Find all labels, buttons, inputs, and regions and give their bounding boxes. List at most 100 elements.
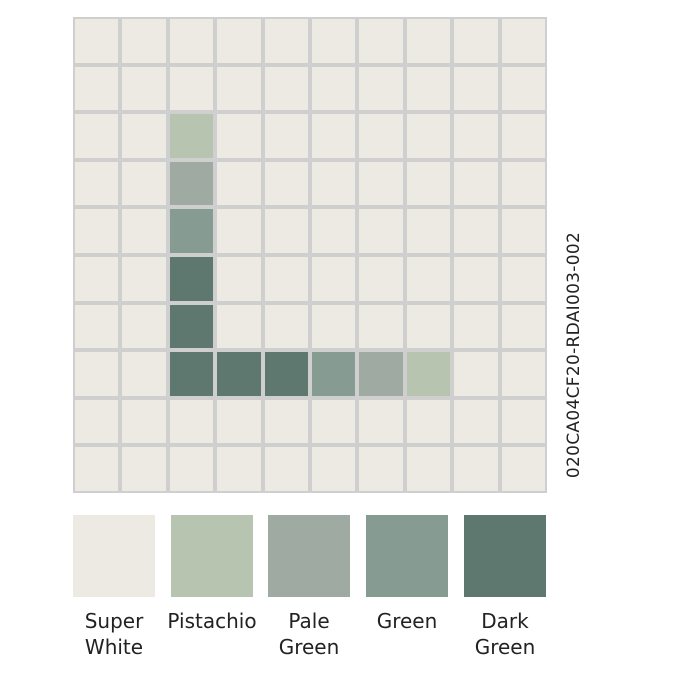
tile-dark-green xyxy=(264,352,308,396)
tile-super-white xyxy=(454,256,498,301)
tile-super-white xyxy=(501,114,545,158)
label-dark-green: Dark Green xyxy=(450,608,560,660)
swatch-super-white xyxy=(73,515,155,597)
tile-super-white xyxy=(359,399,403,444)
label-line: Pale xyxy=(288,609,330,633)
tile-super-white xyxy=(122,256,166,301)
tile-super-white xyxy=(122,66,166,111)
tile-super-white xyxy=(75,352,119,396)
swatch-dark-green xyxy=(464,515,546,597)
tile-super-white xyxy=(122,209,166,253)
swatch-green xyxy=(366,515,448,597)
tile-super-white xyxy=(264,19,308,63)
tile-super-white xyxy=(501,399,545,444)
tile-super-white xyxy=(122,399,166,444)
tile-super-white xyxy=(454,352,498,396)
tile-super-white xyxy=(406,256,451,301)
tile-super-white xyxy=(75,399,119,444)
tile-super-white xyxy=(264,161,308,206)
tile-super-white xyxy=(406,209,451,253)
tile-super-white xyxy=(406,19,451,63)
tile-pistachio xyxy=(406,352,451,396)
tile-super-white xyxy=(454,447,498,491)
tile-super-white xyxy=(169,447,214,491)
tile-super-white xyxy=(169,66,214,111)
label-line: Pistachio xyxy=(167,609,257,633)
tile-super-white xyxy=(501,352,545,396)
tile-super-white xyxy=(217,399,261,444)
label-line: Green xyxy=(376,609,438,633)
tile-super-white xyxy=(75,19,119,63)
tile-super-white xyxy=(217,209,261,253)
tile-pale-green xyxy=(359,352,403,396)
tile-super-white xyxy=(75,447,119,491)
tile-super-white xyxy=(312,304,356,349)
tile-super-white xyxy=(312,209,356,253)
tile-super-white xyxy=(312,399,356,444)
label-pale-green: Pale Green xyxy=(254,608,364,660)
tile-super-white xyxy=(122,19,166,63)
tile-super-white xyxy=(75,304,119,349)
tile-super-white xyxy=(359,161,403,206)
tile-super-white xyxy=(359,19,403,63)
tile-super-white xyxy=(217,447,261,491)
product-code: 020CA04CF20-RDAI003-002 xyxy=(564,231,584,479)
tile-super-white xyxy=(217,66,261,111)
tile-super-white xyxy=(406,66,451,111)
tile-super-white xyxy=(75,209,119,253)
tile-super-white xyxy=(169,399,214,444)
tile-super-white xyxy=(454,161,498,206)
label-super-white: Super White xyxy=(59,608,169,660)
tile-super-white xyxy=(122,304,166,349)
tile-super-white xyxy=(169,19,214,63)
label-green: Green xyxy=(352,608,462,634)
tile-super-white xyxy=(122,447,166,491)
tile-super-white xyxy=(454,209,498,253)
tile-super-white xyxy=(359,114,403,158)
tile-super-white xyxy=(406,447,451,491)
tile-super-white xyxy=(312,447,356,491)
label-line: Super xyxy=(84,609,144,633)
tile-pattern-grid xyxy=(73,17,547,493)
tile-super-white xyxy=(359,447,403,491)
tile-super-white xyxy=(454,19,498,63)
tile-pistachio xyxy=(169,114,214,158)
tile-super-white xyxy=(501,304,545,349)
tile-green xyxy=(312,352,356,396)
tile-super-white xyxy=(501,161,545,206)
tile-super-white xyxy=(406,114,451,158)
tile-dark-green xyxy=(169,304,214,349)
tile-super-white xyxy=(454,304,498,349)
tile-super-white xyxy=(217,114,261,158)
tile-super-white xyxy=(264,209,308,253)
tile-super-white xyxy=(75,161,119,206)
tile-super-white xyxy=(454,114,498,158)
tile-super-white xyxy=(406,161,451,206)
label-line: White xyxy=(84,635,144,659)
label-pistachio: Pistachio xyxy=(157,608,267,634)
tile-super-white xyxy=(454,399,498,444)
tile-super-white xyxy=(501,447,545,491)
tile-super-white xyxy=(406,399,451,444)
tile-super-white xyxy=(217,256,261,301)
tile-super-white xyxy=(264,399,308,444)
tile-super-white xyxy=(359,209,403,253)
tile-super-white xyxy=(406,304,451,349)
tile-super-white xyxy=(359,304,403,349)
tile-super-white xyxy=(264,66,308,111)
tile-super-white xyxy=(264,114,308,158)
tile-super-white xyxy=(264,256,308,301)
tile-super-white xyxy=(454,66,498,111)
label-line: Green xyxy=(474,635,536,659)
tile-super-white xyxy=(501,19,545,63)
tile-green xyxy=(169,209,214,253)
tile-super-white xyxy=(264,304,308,349)
tile-super-white xyxy=(75,114,119,158)
label-line: Green xyxy=(278,635,340,659)
tile-dark-green xyxy=(217,352,261,396)
tile-super-white xyxy=(122,114,166,158)
tile-pale-green xyxy=(169,161,214,206)
tile-super-white xyxy=(217,19,261,63)
tile-super-white xyxy=(75,66,119,111)
tile-super-white xyxy=(501,256,545,301)
